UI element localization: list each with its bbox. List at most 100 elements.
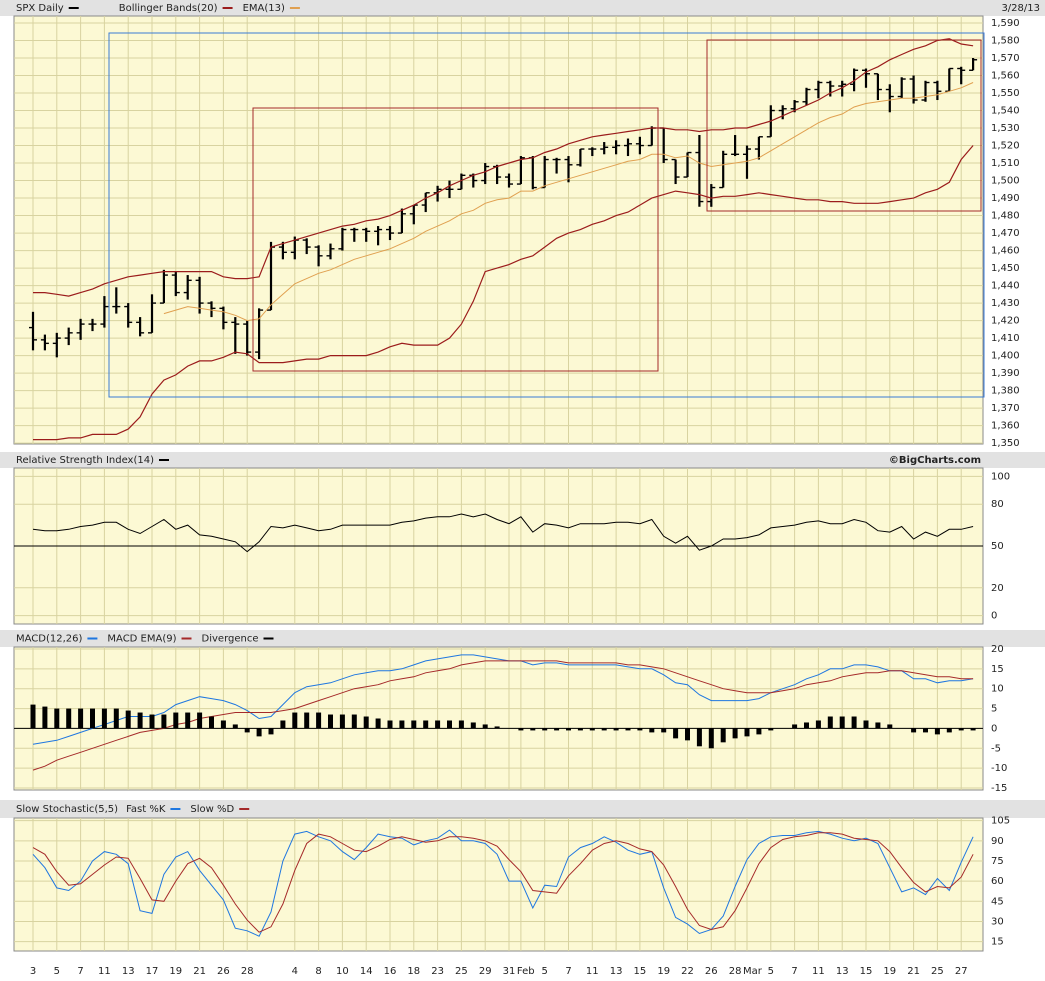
- x-tick-label: 5: [542, 966, 548, 977]
- x-tick-label: 7: [565, 966, 571, 977]
- y-tick-label: 1,590: [991, 18, 1020, 29]
- y-tick-label: 1,560: [991, 71, 1020, 82]
- panel-header: [0, 452, 1045, 468]
- x-tick-label: 28: [241, 966, 254, 977]
- legend-label: Slow %D: [190, 804, 234, 815]
- chart-date: 3/28/13: [1001, 3, 1040, 14]
- y-tick-label: 1,360: [991, 421, 1020, 432]
- bar: [363, 716, 369, 729]
- y-tick-label: 45: [991, 896, 1004, 907]
- bar: [839, 716, 845, 729]
- bar: [435, 720, 441, 729]
- y-tick-label: 1,540: [991, 106, 1020, 117]
- bar: [518, 728, 524, 731]
- y-tick-label: 1,410: [991, 333, 1020, 344]
- bar: [732, 728, 738, 739]
- bar: [708, 728, 714, 749]
- legend-label: Bollinger Bands(20): [119, 3, 218, 14]
- y-tick-label: 0: [991, 723, 997, 734]
- x-tick-label: 11: [812, 966, 825, 977]
- bar: [946, 728, 952, 733]
- annotation-box: [108, 32, 985, 398]
- y-tick-label: 80: [991, 499, 1004, 510]
- x-tick-label: 25: [931, 966, 944, 977]
- bar: [768, 728, 774, 731]
- y-tick-label: 1,580: [991, 36, 1020, 47]
- bar: [90, 708, 95, 729]
- bar: [530, 728, 536, 731]
- legend-label: EMA(13): [243, 3, 285, 14]
- x-tick-label: 5: [54, 966, 60, 977]
- y-tick-label: 0: [991, 611, 997, 622]
- x-tick-label: 28: [729, 966, 742, 977]
- bar: [792, 724, 798, 729]
- panel-header: [0, 0, 1045, 16]
- legend-label: Relative Strength Index(14): [16, 455, 154, 466]
- y-tick-label: 20: [991, 583, 1004, 594]
- series-line: [163, 82, 974, 322]
- x-tick-label: 17: [146, 966, 159, 977]
- bar: [280, 720, 286, 729]
- x-tick-label: 23: [431, 966, 444, 977]
- series-line: [32, 829, 974, 937]
- bar: [125, 710, 131, 729]
- chart-source: ©BigCharts.com: [889, 455, 981, 466]
- series-line: [32, 654, 974, 745]
- bar: [601, 728, 607, 731]
- bar: [399, 720, 405, 729]
- y-tick-label: 1,490: [991, 193, 1020, 204]
- y-tick-label: 15: [991, 937, 1004, 948]
- bar: [827, 716, 833, 729]
- x-tick-label: 27: [955, 966, 968, 977]
- x-tick-label: 8: [315, 966, 321, 977]
- series-line: [32, 513, 974, 553]
- y-tick-label: 1,530: [991, 123, 1020, 134]
- plot-area: [13, 15, 984, 445]
- bar: [101, 708, 107, 729]
- x-tick-label: 10: [336, 966, 349, 977]
- x-tick-label: 29: [479, 966, 492, 977]
- legend-label: MACD EMA(9): [107, 634, 176, 645]
- y-tick-label: -15: [991, 783, 1007, 794]
- bar: [328, 714, 333, 729]
- x-tick-label: 15: [860, 966, 873, 977]
- x-tick-label: Mar: [743, 966, 763, 977]
- y-tick-label: 1,450: [991, 263, 1020, 274]
- x-tick-label: 21: [907, 966, 920, 977]
- x-tick-label: 18: [407, 966, 420, 977]
- y-tick-label: 1,350: [991, 438, 1020, 449]
- legend-label: Divergence: [202, 634, 259, 645]
- bar: [720, 728, 726, 743]
- bar: [804, 722, 809, 729]
- bar: [30, 704, 36, 729]
- bar: [232, 724, 238, 729]
- y-tick-label: 1,380: [991, 386, 1020, 397]
- x-tick-label: 7: [77, 966, 83, 977]
- y-tick-label: 1,500: [991, 176, 1020, 187]
- bar: [268, 728, 274, 735]
- band-upper: [33, 38, 974, 297]
- y-tick-label: 30: [991, 916, 1004, 927]
- bar: [458, 720, 464, 729]
- bar: [911, 728, 917, 733]
- x-tick-label: 11: [98, 966, 111, 977]
- y-tick-label: 1,430: [991, 298, 1020, 309]
- x-tick-label: 16: [384, 966, 397, 977]
- y-tick-label: 1,570: [991, 53, 1020, 64]
- y-tick-label: 15: [991, 664, 1004, 675]
- bar: [566, 728, 571, 731]
- bar: [173, 712, 179, 729]
- bar: [137, 712, 143, 729]
- bar: [589, 728, 595, 731]
- y-tick-label: 1,520: [991, 141, 1020, 152]
- x-tick-label: 19: [169, 966, 182, 977]
- x-tick-label: 22: [681, 966, 694, 977]
- bar: [304, 712, 310, 729]
- band-lower: [33, 145, 974, 441]
- annotation-box: [706, 39, 982, 212]
- x-tick-label: 13: [836, 966, 849, 977]
- bar: [220, 720, 226, 729]
- x-tick-label: Feb: [517, 966, 535, 977]
- y-tick-label: 20: [991, 644, 1004, 655]
